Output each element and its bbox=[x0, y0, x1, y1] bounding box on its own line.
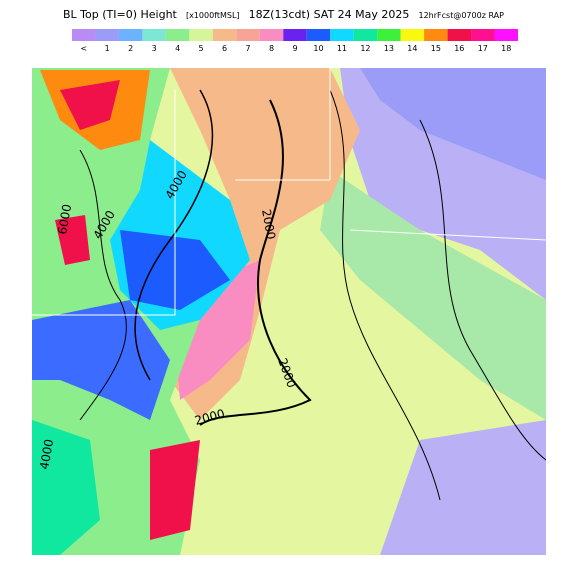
colorbar-swatch bbox=[306, 29, 331, 41]
colorbar-swatch bbox=[424, 29, 448, 41]
region-green bbox=[320, 170, 546, 420]
colorbar-label: 14 bbox=[407, 44, 417, 53]
region-red-3 bbox=[150, 440, 200, 540]
colorbar-label: 10 bbox=[313, 44, 323, 53]
region-red bbox=[60, 80, 120, 130]
colorbar: <1 2 3 4 5 6 7 8 9 10 11 12 13 14 15 16 17 18 bbox=[72, 29, 518, 53]
colorbar-swatch bbox=[142, 29, 166, 41]
region-light-green bbox=[32, 68, 250, 555]
contour-line bbox=[419, 119, 546, 461]
colorbar-label: 5 bbox=[199, 44, 204, 53]
colorbar-swatch bbox=[447, 29, 472, 41]
title-forecast: 12hrFcst@0700z RAP bbox=[419, 11, 505, 20]
colorbar-swatch bbox=[189, 29, 213, 41]
contour-label: 6000 bbox=[55, 203, 74, 236]
colorbar-label: 2 bbox=[128, 44, 133, 53]
colorbar-swatch bbox=[353, 29, 378, 41]
colorbar-label: 17 bbox=[478, 44, 488, 53]
map: 2000 2000 2000 4000 4000 6000 4000 bbox=[32, 68, 546, 555]
region-purple-south bbox=[380, 420, 546, 555]
colorbar-label: 9 bbox=[292, 44, 297, 53]
colorbar-label: 18 bbox=[501, 44, 511, 53]
colorbar-label: 13 bbox=[384, 44, 394, 53]
contour-line bbox=[79, 149, 127, 421]
colorbar-swatch bbox=[494, 29, 518, 41]
title-units: [x1000ftMSL] bbox=[186, 11, 240, 20]
colorbar-swatch bbox=[400, 29, 425, 41]
title-main: BL Top (TI=0) Height bbox=[63, 8, 178, 21]
colorbar-swatch bbox=[377, 29, 401, 41]
colorbar-label: 11 bbox=[337, 44, 347, 53]
contour-label: 2000 bbox=[259, 208, 278, 241]
contour-label: 4000 bbox=[37, 438, 56, 471]
colorbar-swatch bbox=[259, 29, 284, 41]
colorbar-swatch bbox=[95, 29, 119, 41]
colorbar-swatch bbox=[72, 29, 96, 41]
colorbar-label: 1 bbox=[105, 44, 110, 53]
colorbar-label: 15 bbox=[431, 44, 441, 53]
colorbar-swatch bbox=[471, 29, 495, 41]
state-border bbox=[32, 68, 546, 316]
colorbar-label: 12 bbox=[360, 44, 370, 53]
title: BL Top (TI=0) Height [x1000ftMSL] 18Z(13… bbox=[63, 3, 504, 22]
colorbar-swatch bbox=[165, 29, 190, 41]
region-red-2 bbox=[55, 215, 90, 265]
colorbar-label: 6 bbox=[222, 44, 227, 53]
colorbar-label: 4 bbox=[175, 44, 180, 53]
colorbar-label: 8 bbox=[269, 44, 274, 53]
region-teal bbox=[32, 420, 100, 555]
colorbar-swatch bbox=[330, 29, 354, 41]
colorbar-label: < bbox=[80, 44, 87, 53]
colorbar-label: 16 bbox=[454, 44, 464, 53]
title-valid: 18Z(13cdt) SAT 24 May 2025 bbox=[249, 8, 410, 21]
colorbar-swatch bbox=[118, 29, 143, 41]
colorbar-swatch bbox=[212, 29, 237, 41]
colorbar-swatch bbox=[283, 29, 307, 41]
colorbar-swatch bbox=[236, 29, 260, 41]
region-periwinkle bbox=[360, 68, 546, 180]
contour-line bbox=[329, 89, 441, 501]
colorbar-label: 3 bbox=[152, 44, 157, 53]
contour-line bbox=[134, 89, 214, 381]
colorbar-label: 7 bbox=[246, 44, 251, 53]
